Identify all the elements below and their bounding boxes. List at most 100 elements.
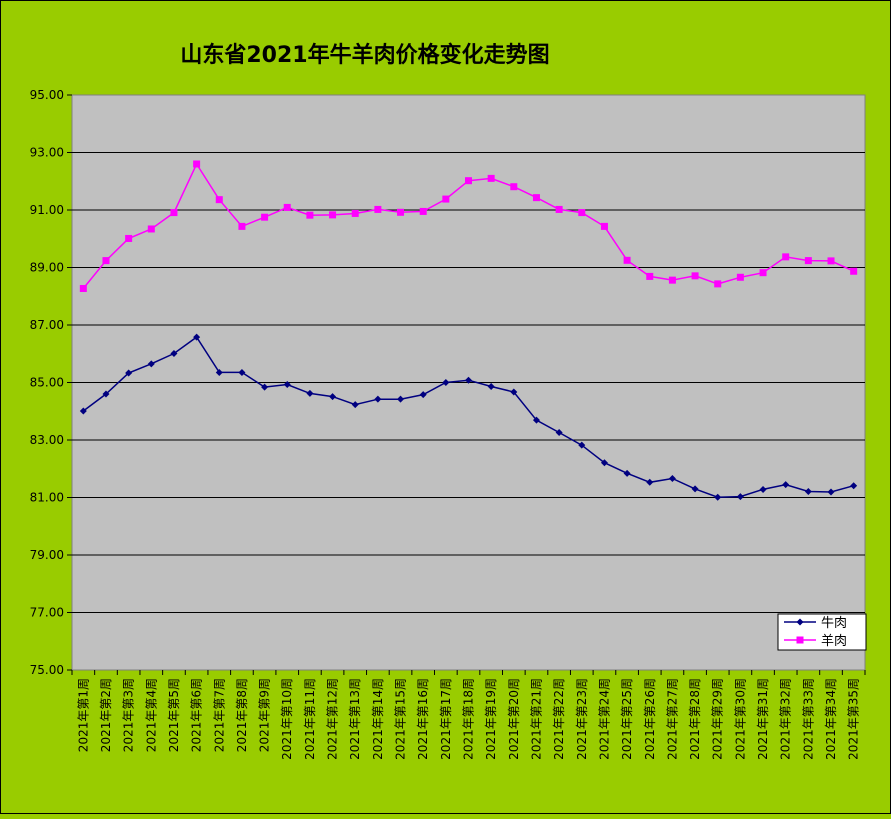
data-point — [465, 376, 472, 384]
x-tick-label: 2021年第9周 — [258, 678, 272, 752]
data-point — [215, 368, 223, 376]
x-tick-label: 2021年第25周 — [620, 678, 634, 760]
data-point — [646, 478, 654, 486]
legend-box — [777, 613, 867, 651]
data-point — [397, 208, 405, 216]
data-point — [555, 205, 563, 213]
x-tick-label: 2021年第7周 — [212, 678, 226, 752]
data-point — [759, 485, 767, 493]
data-point — [261, 213, 269, 221]
data-point — [102, 257, 110, 265]
y-tick-label: 95.00 — [30, 88, 64, 102]
x-tick-label: 2021年第19周 — [484, 678, 498, 760]
x-tick-label: 2021年第20周 — [507, 678, 521, 760]
x-tick-label: 2021年第34周 — [824, 678, 838, 760]
x-tick-label: 2021年第27周 — [665, 678, 679, 760]
data-point — [374, 205, 382, 213]
data-point — [329, 211, 337, 219]
y-tick-label: 89.00 — [30, 261, 64, 275]
data-point — [170, 209, 178, 217]
data-point — [487, 383, 495, 391]
data-point — [668, 276, 676, 284]
legend: 牛肉 羊肉 — [777, 613, 867, 651]
data-point — [532, 416, 540, 424]
x-tick-label: 2021年第12周 — [326, 678, 340, 760]
data-point — [736, 273, 744, 281]
data-point — [736, 493, 744, 501]
x-tick-label: 2021年第30周 — [733, 678, 747, 760]
series-mutton — [79, 160, 858, 292]
x-tick-label: 2021年第6周 — [190, 678, 204, 752]
y-tick-label: 75.00 — [30, 663, 64, 677]
data-point — [510, 183, 518, 191]
x-tick-label: 2021年第31周 — [756, 678, 770, 760]
x-tick-label: 2021年第16周 — [416, 678, 430, 760]
data-point — [79, 407, 87, 415]
x-tick-label: 2021年第4周 — [144, 678, 158, 752]
data-point — [827, 257, 835, 265]
legend-label-mutton: 羊肉 — [821, 633, 847, 649]
data-point — [306, 389, 314, 397]
data-point — [600, 222, 608, 230]
data-point — [714, 493, 722, 501]
x-tick-label: 2021年第11周 — [303, 678, 317, 760]
x-tick-label: 2021年第24周 — [597, 678, 611, 760]
data-point — [306, 211, 314, 219]
x-tick-label: 2021年第13周 — [348, 678, 362, 760]
data-point — [555, 429, 563, 437]
data-point — [623, 256, 631, 264]
y-tick-label: 83.00 — [30, 433, 64, 447]
data-point — [193, 160, 201, 168]
data-point — [600, 459, 608, 467]
data-point — [442, 195, 450, 203]
data-point — [351, 401, 359, 409]
data-point — [170, 349, 178, 357]
data-point — [147, 225, 155, 233]
series-layer — [79, 160, 858, 501]
y-tick-label: 77.00 — [30, 606, 64, 620]
data-point — [397, 395, 405, 403]
x-tick-label: 2021年第8周 — [235, 678, 249, 752]
data-point — [714, 280, 722, 288]
x-tick-label: 2021年第5周 — [167, 678, 181, 752]
legend-marker-beef — [796, 618, 804, 626]
legend-marker-mutton — [796, 636, 804, 644]
data-point — [215, 196, 223, 204]
data-point — [668, 475, 676, 483]
data-point — [419, 391, 427, 399]
data-point — [759, 269, 767, 277]
data-point — [510, 388, 518, 396]
data-point — [691, 272, 699, 280]
data-point — [125, 234, 133, 242]
data-point — [283, 381, 291, 389]
data-point — [804, 487, 812, 495]
data-point — [578, 209, 586, 217]
data-point — [238, 222, 246, 230]
x-tick-label: 2021年第14周 — [371, 678, 385, 760]
data-point — [691, 485, 699, 493]
legend-label-beef: 牛肉 — [821, 616, 847, 631]
data-point — [804, 257, 812, 265]
data-point — [623, 469, 631, 477]
x-tick-label: 2021年第33周 — [801, 678, 815, 760]
y-tick-label: 85.00 — [30, 376, 64, 390]
x-tick-label: 2021年第23周 — [575, 678, 589, 760]
data-point — [827, 488, 835, 496]
x-tick-label: 2021年第35周 — [847, 678, 861, 760]
data-point — [147, 360, 155, 368]
data-point — [782, 481, 790, 489]
data-point — [374, 395, 382, 403]
data-point — [238, 368, 246, 376]
data-point — [125, 369, 133, 377]
data-point — [102, 390, 110, 398]
data-point — [465, 177, 472, 185]
x-tick-label: 2021年第28周 — [688, 678, 702, 760]
x-tick-label: 2021年第18周 — [462, 678, 476, 760]
y-tick-label: 81.00 — [30, 491, 64, 505]
chart-title: 山东省2021年牛羊肉价格变化走势图 — [180, 42, 549, 68]
x-tick-label: 2021年第15周 — [394, 678, 408, 760]
x-tick-label: 2021年第26周 — [643, 678, 657, 760]
x-tick-label: 2021年第17周 — [439, 678, 453, 760]
